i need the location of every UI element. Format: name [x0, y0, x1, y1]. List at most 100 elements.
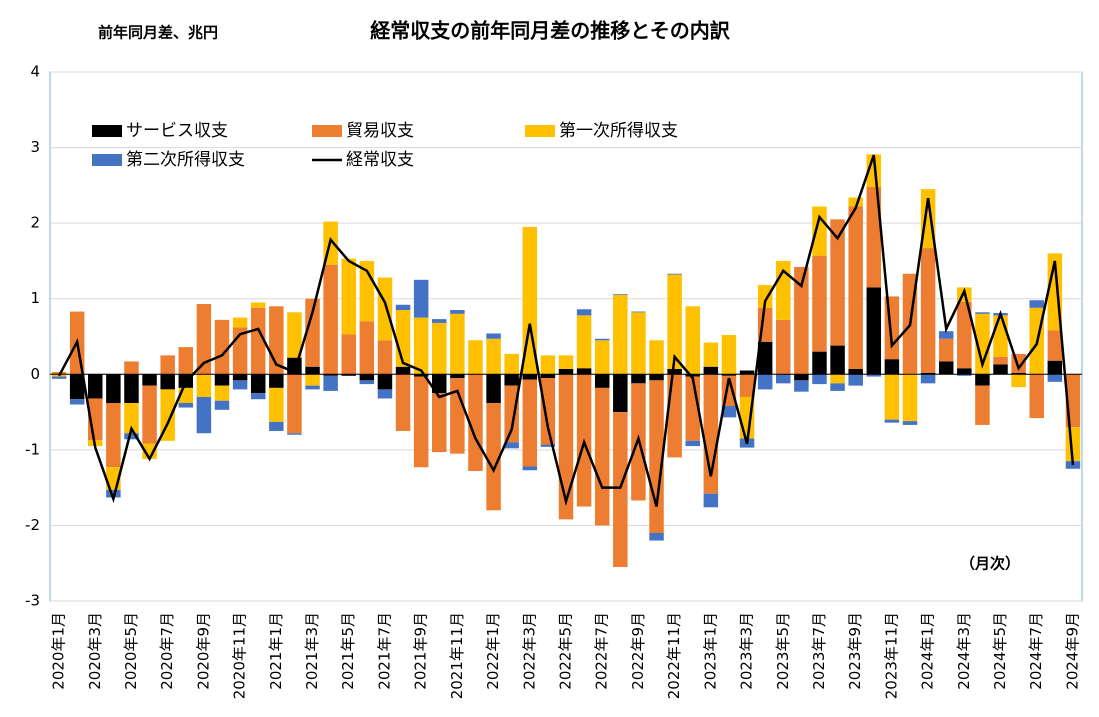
bar-segment: [232, 317, 248, 328]
bar-segment: [196, 374, 212, 397]
bar-segment: [1011, 372, 1026, 375]
bar-segment: [160, 355, 175, 375]
bar-segment: [757, 285, 773, 308]
bar-segment: [305, 298, 320, 367]
bar-segment: [884, 359, 900, 375]
bar-segment: [395, 366, 411, 375]
bar-segment: [88, 374, 103, 399]
bar-segment: [631, 312, 646, 375]
x-tick-label: 2020年9月: [194, 612, 212, 690]
bar-segment: [703, 366, 719, 375]
bar-segment: [757, 341, 773, 375]
bar-segment: [359, 321, 375, 375]
bar-segment: [812, 206, 827, 256]
legend-swatch: [92, 154, 122, 166]
bar-segment: [124, 374, 139, 404]
x-tick-label: 2021年11月: [448, 612, 466, 699]
bar-segment: [631, 311, 646, 313]
x-tick-label: 2022年11月: [665, 612, 683, 699]
bar-segment: [504, 374, 519, 386]
x-tick-label: 2023年5月: [774, 612, 792, 690]
bar-segment: [69, 374, 85, 400]
bar-segment: [395, 310, 411, 367]
x-tick-label: 2020年1月: [50, 612, 68, 690]
bar-segment: [522, 466, 538, 471]
bar-segment: [69, 399, 85, 405]
bar-segment: [830, 345, 845, 375]
bar-segment: [450, 313, 465, 375]
x-tick-label: 2022年9月: [629, 612, 647, 690]
bar-segment: [993, 356, 1008, 365]
bar-segment: [848, 368, 863, 375]
bar-segment: [323, 375, 338, 391]
y-tick-label: 0: [30, 365, 40, 383]
bar-segment: [504, 442, 519, 449]
x-tick-label: 2022年3月: [520, 612, 538, 690]
bar-segment: [232, 380, 248, 390]
bar-segment: [250, 302, 266, 308]
x-tick-label: 2023年9月: [846, 612, 864, 690]
bar-segment: [631, 374, 646, 384]
bar-segment: [160, 374, 175, 390]
x-tick-label: 2023年3月: [738, 612, 756, 690]
bar-segment: [287, 433, 302, 435]
bar-segment: [902, 374, 918, 422]
bar-segment: [757, 374, 773, 390]
bar-segment: [649, 374, 664, 381]
bar-segment: [866, 374, 882, 377]
x-tick-label: 2023年11月: [882, 612, 900, 699]
bar-segment: [848, 197, 863, 207]
bar-segment: [594, 374, 610, 388]
bar-segment: [812, 374, 827, 385]
bar-segment: [920, 372, 936, 375]
bar-segment: [975, 385, 990, 425]
y-tick-label: 3: [30, 138, 40, 156]
y-tick-label: 4: [30, 63, 40, 81]
bar-segment: [504, 353, 519, 375]
bar-segment: [938, 331, 954, 339]
bar-segment: [975, 312, 990, 314]
bar-segment: [558, 355, 574, 369]
bar-segment: [450, 310, 465, 314]
legend-swatch: [92, 125, 122, 137]
legend-label: 貿易収支: [346, 121, 414, 141]
x-tick-label: 2021年1月: [267, 612, 285, 690]
bar-segment: [341, 374, 356, 376]
bar-segment: [305, 374, 320, 386]
bar-segment: [468, 340, 483, 375]
bar-segment: [685, 306, 700, 375]
bar-segment: [269, 421, 284, 431]
bar-segment: [613, 294, 628, 375]
bar-segment: [377, 389, 393, 399]
bar-segment: [685, 440, 700, 447]
bar-segment: [866, 186, 882, 288]
bar-segment: [812, 255, 827, 352]
legend-label: 経常収支: [346, 150, 414, 170]
bar-segment: [794, 266, 809, 375]
bar-segment: [667, 374, 682, 458]
bar-segment: [124, 361, 139, 375]
x-tick-label: 2024年5月: [991, 612, 1009, 690]
x-tick-label: 2020年5月: [122, 612, 140, 690]
y-tick-label: -3: [25, 592, 40, 610]
x-tick-label: 2021年5月: [339, 612, 357, 690]
bar-segment: [866, 287, 882, 375]
x-tick-label: 2022年5月: [557, 612, 575, 690]
bar-segment: [486, 403, 501, 511]
y-tick-label: 2: [30, 214, 40, 232]
bar-segment: [594, 338, 610, 341]
bar-segment: [938, 338, 954, 362]
y-tick-label: 1: [30, 289, 40, 307]
bar-segment: [739, 370, 755, 375]
bar-segment: [848, 206, 863, 369]
bar-segment: [667, 273, 682, 275]
x-tick-label: 2020年11月: [231, 612, 249, 699]
bar-segment: [794, 374, 809, 381]
bar-segment: [667, 368, 682, 375]
bar-segment: [413, 376, 429, 468]
bar-segment: [486, 338, 501, 375]
bar-segment: [1011, 374, 1026, 388]
bar-segment: [830, 374, 845, 384]
bar-segment: [359, 374, 375, 381]
